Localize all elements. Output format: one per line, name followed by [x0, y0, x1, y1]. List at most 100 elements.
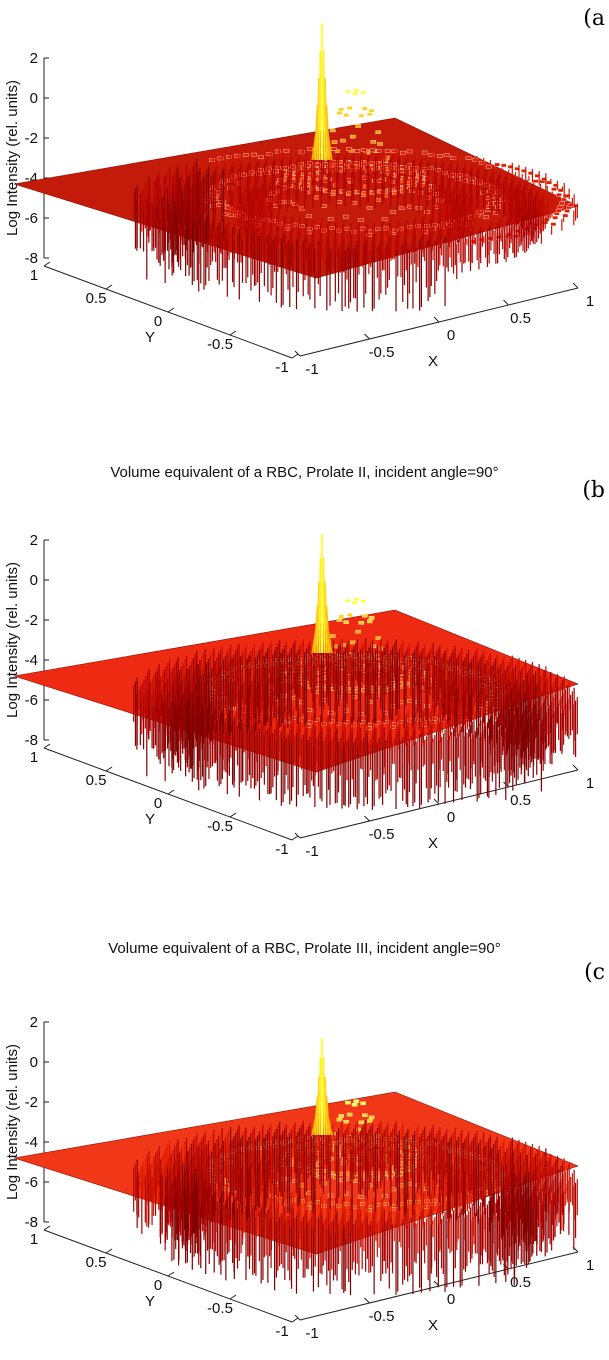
- surface-cell: [343, 214, 349, 219]
- x-axis-label: X: [428, 353, 438, 370]
- surface-cell: [338, 614, 344, 619]
- surface-mesh: [133, 1099, 578, 1296]
- surface-cell: [465, 156, 472, 160]
- surface-cell: [343, 1119, 349, 1124]
- surface-cell: [350, 640, 356, 645]
- z-tick-label: 0: [30, 1054, 38, 1071]
- x-tick-label: -0.5: [369, 1308, 395, 1325]
- surface-cell: [567, 203, 574, 207]
- surface-cell: [381, 217, 388, 222]
- surface-peak: [322, 50, 326, 161]
- z-axis-label: Log Intensity (rel. units): [4, 1044, 21, 1200]
- surface-peak: [323, 1076, 328, 1136]
- surface-cell: [527, 171, 534, 175]
- y-axis-label: Y: [145, 1293, 155, 1310]
- surface-cell: [234, 153, 241, 158]
- y-tick-mark: [229, 1294, 237, 1300]
- x-tick-mark: [364, 815, 370, 822]
- surface-cell: [226, 155, 232, 159]
- surface-cell: [326, 1171, 332, 1175]
- surface-cell: [514, 167, 521, 171]
- surface-cell: [251, 152, 258, 157]
- surface-cell: [336, 1117, 343, 1122]
- chart-panel-c: (c 2 0 -2 -4 -6 -8 Log Intensity (rel. units) 1…: [0, 960, 609, 1360]
- surface-cell: [400, 150, 406, 155]
- surface-cell: [360, 599, 366, 604]
- surface-cell: [358, 1195, 364, 1199]
- surface-cell: [377, 646, 383, 651]
- surface-peak: [322, 557, 326, 654]
- z-tick-label: -2: [25, 1094, 38, 1111]
- x-tick-label: 0.5: [510, 1274, 531, 1291]
- surface-cell: [397, 682, 403, 686]
- surface-cell: [551, 187, 557, 191]
- surface-cell: [358, 113, 365, 118]
- x-tick-label: -1: [305, 843, 318, 860]
- surface-cell: [388, 681, 395, 685]
- surface-cell: [534, 174, 541, 178]
- surface-cell: [555, 208, 562, 213]
- surface-cell: [424, 1186, 430, 1191]
- surface-cell: [375, 1134, 382, 1138]
- surface-cell: [564, 209, 570, 213]
- surface-cell: [353, 88, 360, 92]
- z-tick-label: -6: [25, 210, 38, 227]
- surface-cell: [341, 1161, 348, 1166]
- chart-title-b: Volume equivalent of a RBC, Prolate II, …: [110, 464, 499, 481]
- surface-peak: [322, 1057, 326, 1136]
- surface-cell: [369, 148, 376, 153]
- surface-cell: [340, 643, 346, 647]
- x-tick-mark: [364, 1297, 370, 1304]
- surface-cell: [225, 205, 231, 210]
- z-tick-label: -8: [25, 732, 38, 749]
- surface-cell: [562, 213, 569, 218]
- surface-cell: [275, 149, 281, 154]
- surface-cell: [287, 678, 294, 683]
- surface-cell: [311, 1172, 317, 1177]
- z-tick-label: -6: [25, 1174, 38, 1191]
- surface-cell: [409, 189, 415, 193]
- surface-cell: [353, 597, 360, 601]
- surface-cell: [541, 177, 547, 181]
- x-tick-label: 1: [586, 293, 594, 310]
- y-tick-mark: [167, 307, 175, 313]
- surface-cell: [336, 618, 343, 622]
- surface-cell: [488, 201, 494, 206]
- surface-cell: [351, 92, 358, 96]
- surface-cell: [317, 685, 324, 690]
- y-tick-label: -1: [275, 1323, 288, 1340]
- surface-cell: [217, 156, 224, 161]
- y-tick-mark: [291, 353, 299, 359]
- y-tick-mark: [229, 330, 237, 336]
- x-tick-label: 1: [586, 775, 594, 792]
- surface-cell: [375, 198, 381, 202]
- surface-cell: [346, 1112, 353, 1117]
- x-tick-label: -1: [305, 361, 318, 378]
- x-tick-label: 0.5: [510, 792, 531, 809]
- surface-cell: [287, 184, 294, 188]
- y-tick-label: 1: [30, 1231, 38, 1248]
- chart-panel-a: (a 2 0 -2 -4 -6 -8 Log Intensity (rel. units) 1…: [0, 0, 609, 400]
- z-tick-label: -2: [25, 130, 38, 147]
- surface-cell: [367, 619, 373, 624]
- surface-peak: [313, 605, 319, 654]
- surface-cell: [495, 205, 501, 209]
- surface-cell: [387, 188, 393, 192]
- surface-cell: [360, 90, 366, 95]
- surface-cell: [346, 106, 353, 110]
- surface-cell: [390, 210, 396, 215]
- surface-cell: [321, 204, 327, 208]
- surface-cell: [358, 1120, 365, 1125]
- surface-cell: [370, 644, 377, 649]
- surface-cell: [374, 166, 380, 171]
- y-tick-label: 0: [154, 313, 162, 330]
- surface-cell: [351, 200, 358, 205]
- surface-cell: [546, 180, 552, 185]
- z-tick-label: -8: [25, 250, 38, 267]
- surface-cell: [375, 636, 382, 640]
- z-tick-label: -6: [25, 692, 38, 709]
- y-tick-label: -0.5: [207, 336, 233, 353]
- surface-cell: [437, 154, 443, 158]
- surface-cell: [375, 130, 382, 135]
